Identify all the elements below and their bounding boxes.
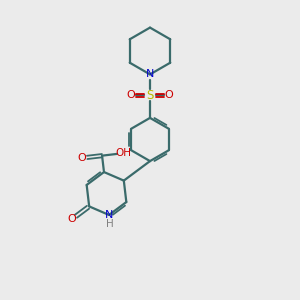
Text: O: O bbox=[126, 90, 135, 100]
Text: O: O bbox=[165, 90, 174, 100]
Text: O: O bbox=[67, 214, 76, 224]
Text: H: H bbox=[106, 219, 114, 229]
Text: S: S bbox=[146, 89, 154, 102]
Text: N: N bbox=[146, 69, 154, 80]
Text: N: N bbox=[105, 210, 113, 220]
Text: O: O bbox=[78, 153, 86, 163]
Text: OH: OH bbox=[116, 148, 131, 158]
